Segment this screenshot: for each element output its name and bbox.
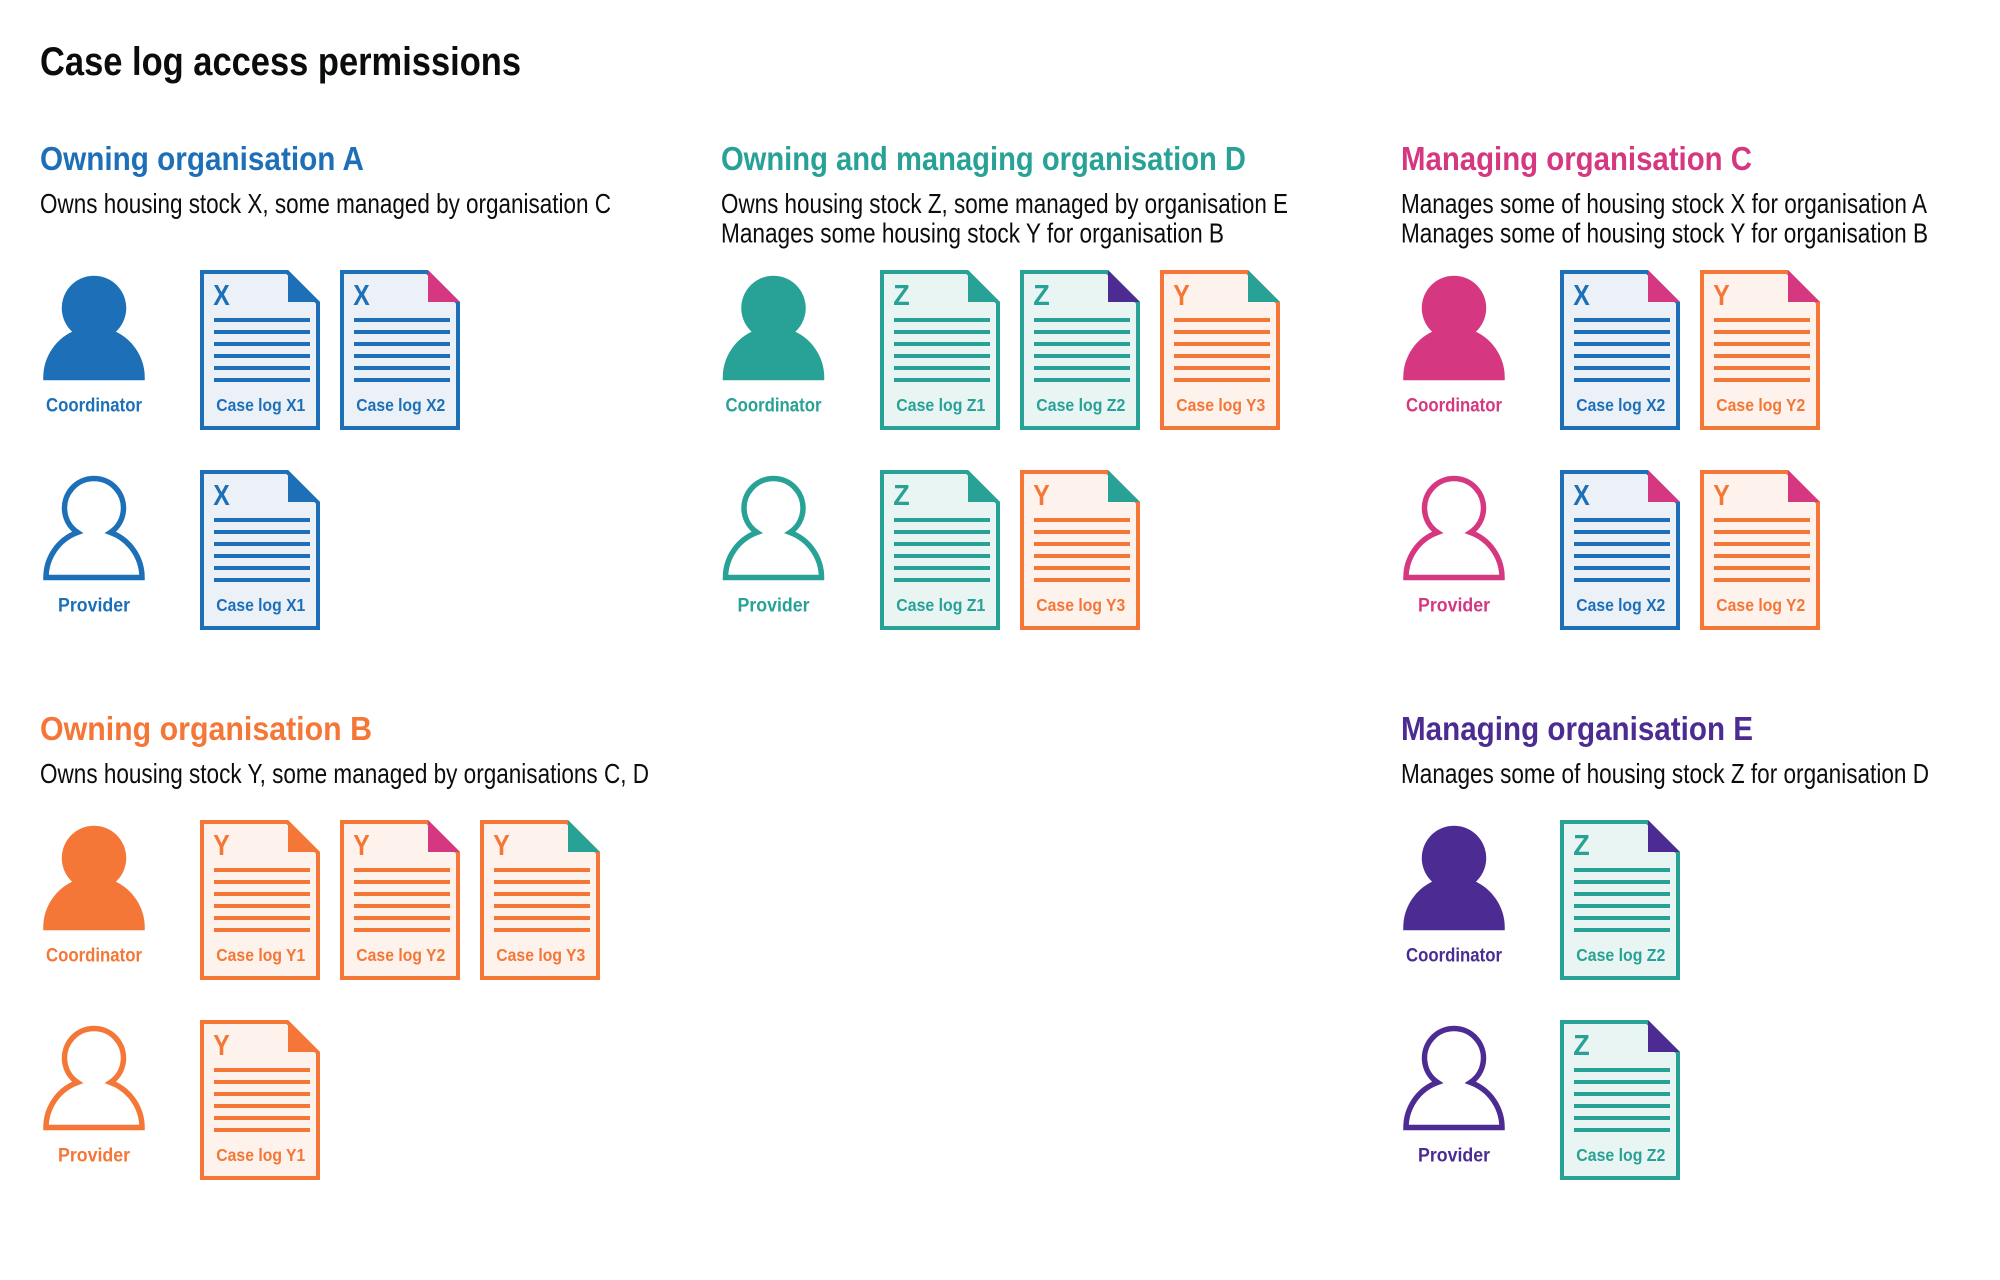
svg-text:Coordinator: Coordinator [1406, 946, 1503, 967]
svg-text:Y: Y [1713, 280, 1730, 312]
svg-text:Provider: Provider [1418, 596, 1491, 617]
svg-text:X: X [1573, 480, 1590, 512]
svg-text:Provider: Provider [738, 596, 811, 617]
svg-text:Manages some of housing stock: Manages some of housing stock Z for orga… [1401, 758, 1929, 789]
svg-text:Y: Y [213, 830, 230, 862]
svg-text:Z: Z [893, 480, 910, 512]
svg-text:Z: Z [1573, 830, 1590, 862]
svg-text:Case log X1: Case log X1 [216, 395, 305, 415]
svg-text:Y: Y [213, 1030, 230, 1062]
svg-text:Owning and managing organisati: Owning and managing organisation D [721, 140, 1246, 177]
svg-text:Case log Z2: Case log Z2 [1576, 945, 1665, 965]
svg-text:Case log X1: Case log X1 [216, 595, 305, 615]
svg-text:Owning organisation B: Owning organisation B [40, 710, 372, 747]
svg-text:Case log Y3: Case log Y3 [1036, 595, 1125, 615]
svg-text:Manages some of housing stock: Manages some of housing stock X for orga… [1401, 188, 1927, 219]
svg-text:Y: Y [353, 830, 370, 862]
svg-text:X: X [1573, 280, 1590, 312]
svg-text:Y: Y [1173, 280, 1190, 312]
svg-text:Case log X2: Case log X2 [1576, 595, 1665, 615]
svg-text:Coordinator: Coordinator [46, 396, 143, 417]
svg-text:Case log Y2: Case log Y2 [1716, 595, 1805, 615]
svg-text:Case log Z2: Case log Z2 [1036, 395, 1125, 415]
svg-text:Managing organisation C: Managing organisation C [1401, 140, 1752, 177]
svg-text:X: X [213, 480, 230, 512]
svg-text:Z: Z [893, 280, 910, 312]
svg-text:Owning organisation A: Owning organisation A [40, 140, 364, 177]
svg-text:Case log access permissions: Case log access permissions [40, 40, 521, 84]
svg-text:Case log Z2: Case log Z2 [1576, 1145, 1665, 1165]
svg-text:Coordinator: Coordinator [46, 946, 143, 967]
svg-text:Coordinator: Coordinator [726, 396, 823, 417]
svg-text:Provider: Provider [58, 1146, 131, 1167]
svg-text:Case log Y2: Case log Y2 [1716, 395, 1805, 415]
svg-text:Case log Z1: Case log Z1 [896, 595, 985, 615]
svg-text:Case log Y1: Case log Y1 [216, 945, 305, 965]
svg-text:Case log Y3: Case log Y3 [1176, 395, 1265, 415]
svg-text:Z: Z [1573, 1030, 1590, 1062]
svg-text:Y: Y [1713, 480, 1730, 512]
svg-text:Y: Y [1033, 480, 1050, 512]
svg-text:Case log Y2: Case log Y2 [356, 945, 445, 965]
svg-text:Owns housing stock Y, some man: Owns housing stock Y, some managed by or… [40, 758, 649, 789]
svg-text:Managing organisation E: Managing organisation E [1401, 710, 1753, 747]
svg-text:Case log Z1: Case log Z1 [896, 395, 985, 415]
svg-text:Provider: Provider [58, 596, 131, 617]
svg-text:Provider: Provider [1418, 1146, 1491, 1167]
svg-text:X: X [213, 280, 230, 312]
svg-text:X: X [353, 280, 370, 312]
svg-text:Case log X2: Case log X2 [356, 395, 445, 415]
svg-text:Case log Y1: Case log Y1 [216, 1145, 305, 1165]
svg-text:Case log Y3: Case log Y3 [496, 945, 585, 965]
svg-text:Coordinator: Coordinator [1406, 396, 1503, 417]
svg-text:Owns housing stock Z, some man: Owns housing stock Z, some managed by or… [721, 188, 1288, 219]
svg-text:Owns housing stock X, some man: Owns housing stock X, some managed by or… [40, 188, 611, 219]
svg-text:Manages some of housing stock: Manages some of housing stock Y for orga… [1401, 218, 1928, 249]
svg-text:Y: Y [493, 830, 510, 862]
svg-text:Z: Z [1033, 280, 1050, 312]
svg-text:Case log X2: Case log X2 [1576, 395, 1665, 415]
svg-text:Manages some housing stock Y f: Manages some housing stock Y for organis… [721, 218, 1224, 249]
